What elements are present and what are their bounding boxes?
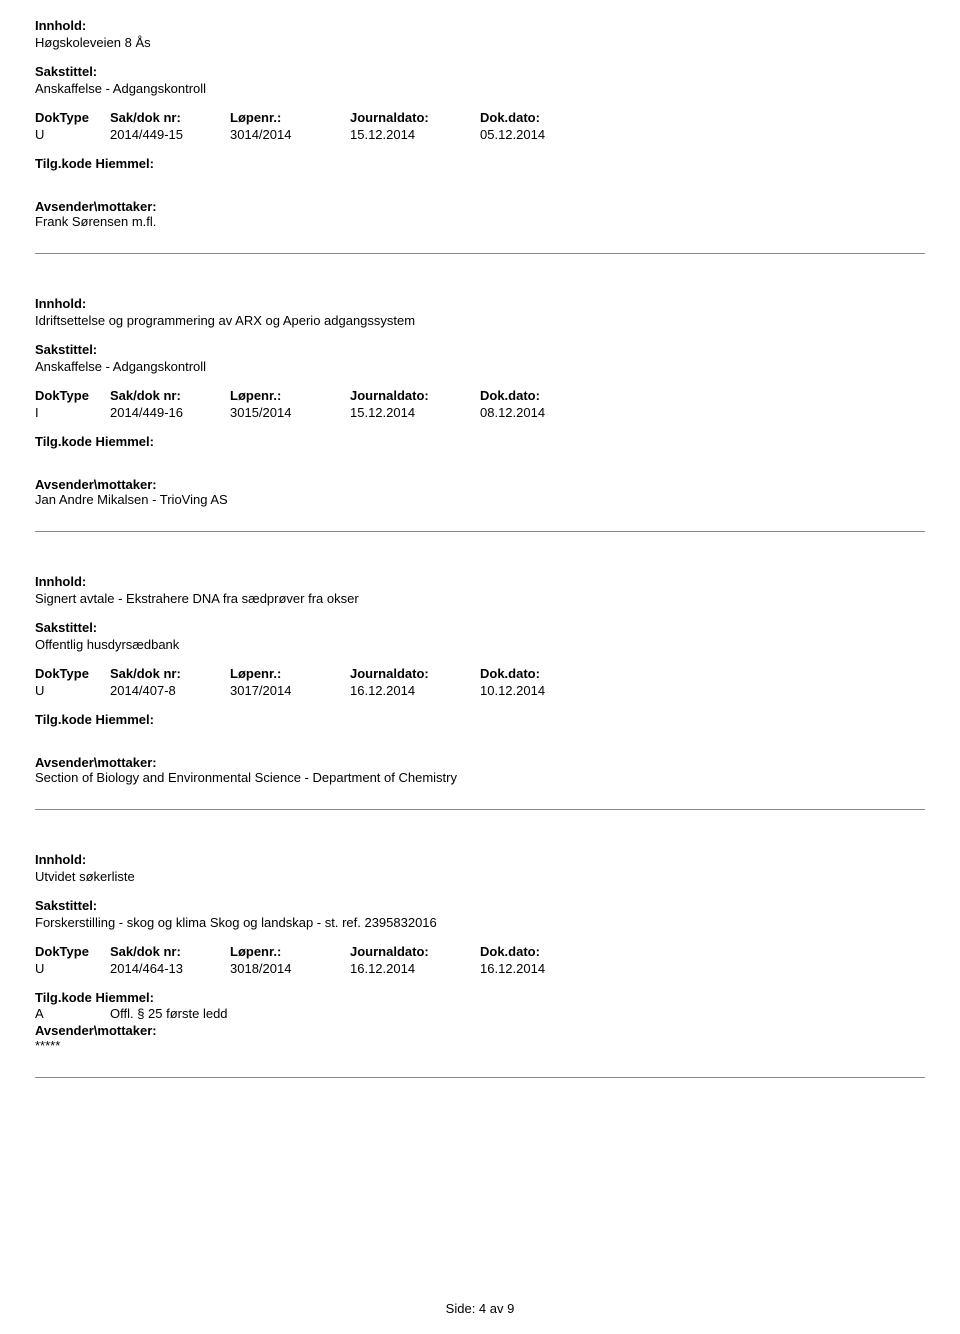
saknr-value: 2014/449-16 [110,405,230,420]
sakstittel-label: Sakstittel: [35,898,925,913]
innhold-label: Innhold: [35,296,925,311]
document-entry: Innhold: Idriftsettelse og programmering… [35,296,925,532]
journaldato-header: Journaldato: [350,666,480,681]
innhold-text: Høgskoleveien 8 Ås [35,35,925,50]
dokdato-header: Dok.dato: [480,944,600,959]
doktype-header: DokType [35,388,110,403]
saknr-value: 2014/449-15 [110,127,230,142]
hiemmel-value: Offl. § 25 første ledd [110,1006,228,1021]
avsender-text: Jan Andre Mikalsen - TrioVing AS [35,492,925,507]
doktype-header: DokType [35,666,110,681]
document-entry: Innhold: Høgskoleveien 8 Ås Sakstittel: … [35,18,925,254]
tilgkode-label: Tilg.kode [35,990,92,1005]
sakstittel-text: Anskaffelse - Adgangskontroll [35,81,925,96]
hiemmel-label-text: Hiemmel: [95,156,154,171]
dokdato-value: 08.12.2014 [480,405,600,420]
table-header-row: DokType Sak/dok nr: Løpenr.: Journaldato… [35,666,925,681]
innhold-label: Innhold: [35,852,925,867]
separator-line [35,253,925,254]
lopennr-header: Løpenr.: [230,388,350,403]
saknr-header: Sak/dok nr: [110,666,230,681]
journaldato-value: 15.12.2014 [350,405,480,420]
lopennr-header: Løpenr.: [230,666,350,681]
tilgkode-hiemmel-label: Tilg.kode Hiemmel: [35,712,925,727]
document-entry: Innhold: Signert avtale - Ekstrahere DNA… [35,574,925,810]
separator-line [35,531,925,532]
sakstittel-text: Offentlig husdyrsædbank [35,637,925,652]
hiemmel-label-text: Hiemmel: [95,434,154,449]
saknr-value: 2014/464-13 [110,961,230,976]
doktype-value: I [35,405,110,420]
hiemmel-data-row: A Offl. § 25 første ledd [35,1006,925,1021]
doktype-value: U [35,961,110,976]
dokdato-header: Dok.dato: [480,666,600,681]
innhold-text: Signert avtale - Ekstrahere DNA fra sædp… [35,591,925,606]
avsender-text: Section of Biology and Environmental Sci… [35,770,925,785]
doktype-value: U [35,127,110,142]
tilgkode-hiemmel-label: Tilg.kode Hiemmel: [35,990,925,1005]
table-header-row: DokType Sak/dok nr: Løpenr.: Journaldato… [35,110,925,125]
table-data-row: I 2014/449-16 3015/2014 15.12.2014 08.12… [35,405,925,420]
journaldato-value: 15.12.2014 [350,127,480,142]
tilgkode-label: Tilg.kode [35,156,92,171]
lopennr-value: 3017/2014 [230,683,350,698]
dokdato-value: 10.12.2014 [480,683,600,698]
avsender-label: Avsender\mottaker: [35,477,925,492]
doktype-header: DokType [35,944,110,959]
doktype-header: DokType [35,110,110,125]
separator-line [35,1077,925,1078]
saknr-header: Sak/dok nr: [110,110,230,125]
doktype-value: U [35,683,110,698]
sakstittel-label: Sakstittel: [35,342,925,357]
hiemmel-label-text: Hiemmel: [95,990,154,1005]
journaldato-header: Journaldato: [350,944,480,959]
dokdato-header: Dok.dato: [480,110,600,125]
lopennr-value: 3018/2014 [230,961,350,976]
innhold-text: Idriftsettelse og programmering av ARX o… [35,313,925,328]
table-data-row: U 2014/449-15 3014/2014 15.12.2014 05.12… [35,127,925,142]
page-footer: Side: 4 av 9 [0,1301,960,1316]
tilgkode-hiemmel-label: Tilg.kode Hiemmel: [35,156,925,171]
dokdato-value: 05.12.2014 [480,127,600,142]
lopennr-value: 3014/2014 [230,127,350,142]
avsender-text: ***** [35,1038,925,1053]
journaldato-header: Journaldato: [350,388,480,403]
tilgkode-value: A [35,1006,110,1021]
journaldato-value: 16.12.2014 [350,961,480,976]
lopennr-value: 3015/2014 [230,405,350,420]
innhold-label: Innhold: [35,574,925,589]
sakstittel-label: Sakstittel: [35,620,925,635]
separator-line [35,809,925,810]
saknr-header: Sak/dok nr: [110,944,230,959]
tilgkode-label: Tilg.kode [35,434,92,449]
sakstittel-label: Sakstittel: [35,64,925,79]
table-data-row: U 2014/407-8 3017/2014 16.12.2014 10.12.… [35,683,925,698]
lopennr-header: Løpenr.: [230,944,350,959]
dokdato-header: Dok.dato: [480,388,600,403]
tilgkode-label: Tilg.kode [35,712,92,727]
avsender-label: Avsender\mottaker: [35,755,925,770]
table-data-row: U 2014/464-13 3018/2014 16.12.2014 16.12… [35,961,925,976]
document-entry: Innhold: Utvidet søkerliste Sakstittel: … [35,852,925,1078]
saknr-value: 2014/407-8 [110,683,230,698]
tilgkode-hiemmel-label: Tilg.kode Hiemmel: [35,434,925,449]
journaldato-header: Journaldato: [350,110,480,125]
table-header-row: DokType Sak/dok nr: Løpenr.: Journaldato… [35,388,925,403]
innhold-label: Innhold: [35,18,925,33]
innhold-text: Utvidet søkerliste [35,869,925,884]
table-header-row: DokType Sak/dok nr: Løpenr.: Journaldato… [35,944,925,959]
lopennr-header: Løpenr.: [230,110,350,125]
journaldato-value: 16.12.2014 [350,683,480,698]
avsender-label: Avsender\mottaker: [35,199,925,214]
hiemmel-label-text: Hiemmel: [95,712,154,727]
avsender-text: Frank Sørensen m.fl. [35,214,925,229]
sakstittel-text: Forskerstilling - skog og klima Skog og … [35,915,925,930]
sakstittel-text: Anskaffelse - Adgangskontroll [35,359,925,374]
saknr-header: Sak/dok nr: [110,388,230,403]
dokdato-value: 16.12.2014 [480,961,600,976]
avsender-label: Avsender\mottaker: [35,1023,925,1038]
